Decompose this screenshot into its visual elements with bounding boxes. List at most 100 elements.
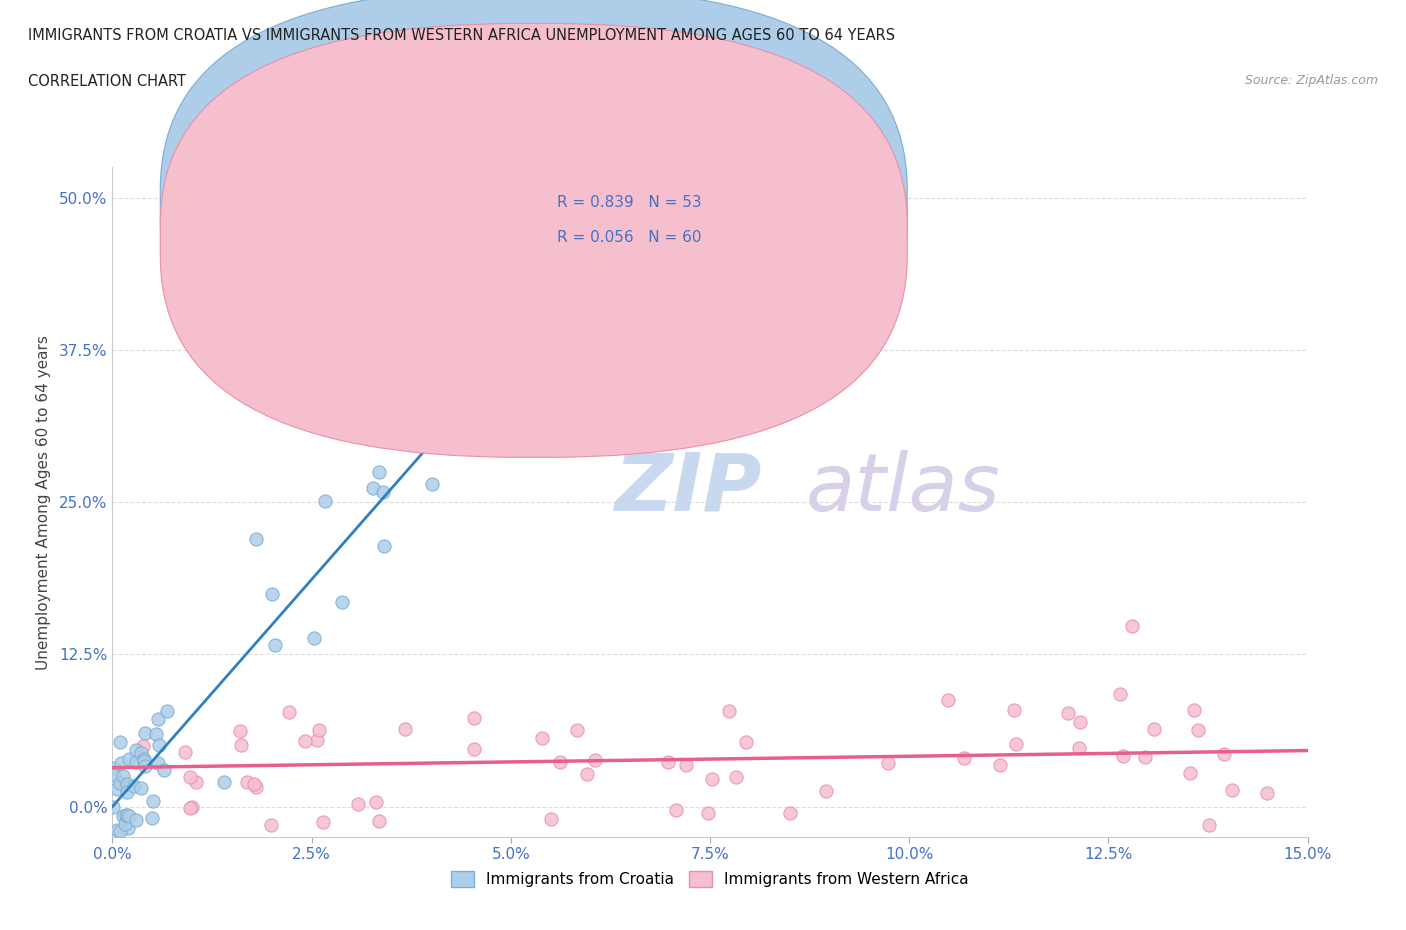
Text: CORRELATION CHART: CORRELATION CHART xyxy=(28,74,186,89)
Point xyxy=(394,722,416,737)
Point xyxy=(347,796,370,811)
Point xyxy=(108,734,131,749)
Point xyxy=(131,746,153,761)
Point xyxy=(125,743,148,758)
Text: ZIP: ZIP xyxy=(614,450,762,528)
Point xyxy=(212,775,235,790)
Point xyxy=(1178,766,1201,781)
Point xyxy=(1108,686,1130,701)
Point xyxy=(675,758,697,773)
Point xyxy=(108,823,131,838)
Point xyxy=(1067,740,1090,755)
Point xyxy=(112,808,135,823)
Point xyxy=(148,737,170,752)
Point xyxy=(700,772,723,787)
Point xyxy=(278,704,301,719)
Point xyxy=(1112,749,1135,764)
Point xyxy=(132,751,155,766)
Point xyxy=(108,776,131,790)
Point xyxy=(1213,747,1236,762)
Point xyxy=(330,594,353,609)
Point xyxy=(105,782,128,797)
Point xyxy=(125,812,148,827)
Point xyxy=(184,774,207,789)
Point xyxy=(312,814,335,829)
Point xyxy=(576,766,599,781)
Point xyxy=(463,711,485,725)
Point xyxy=(1187,723,1209,737)
Point xyxy=(146,755,169,770)
Point xyxy=(953,751,976,765)
Point xyxy=(458,432,481,446)
Point xyxy=(245,531,267,546)
Point xyxy=(401,425,423,440)
Point xyxy=(242,777,264,791)
Point xyxy=(361,481,384,496)
Point xyxy=(181,799,204,814)
Text: R = 0.839   N = 53: R = 0.839 N = 53 xyxy=(557,194,702,210)
Point xyxy=(103,761,125,776)
Point xyxy=(112,769,135,784)
FancyBboxPatch shape xyxy=(160,0,907,422)
Y-axis label: Unemployment Among Ages 60 to 64 years: Unemployment Among Ages 60 to 64 years xyxy=(35,335,51,670)
Point xyxy=(307,733,329,748)
Point xyxy=(1069,714,1091,729)
Point xyxy=(132,739,155,754)
Point xyxy=(118,809,141,824)
Point xyxy=(565,723,588,737)
Point xyxy=(260,586,283,601)
Point xyxy=(131,780,153,795)
Point xyxy=(936,693,959,708)
Point xyxy=(814,783,837,798)
Point xyxy=(236,775,259,790)
Point xyxy=(117,785,139,800)
Point xyxy=(665,803,688,817)
Point xyxy=(717,704,740,719)
Point xyxy=(1184,703,1206,718)
Point xyxy=(156,704,179,719)
Point xyxy=(373,538,395,553)
Point xyxy=(221,312,243,327)
Point xyxy=(141,811,163,826)
Point xyxy=(371,485,394,499)
Point xyxy=(696,805,718,820)
FancyBboxPatch shape xyxy=(160,23,907,458)
Text: Source: ZipAtlas.com: Source: ZipAtlas.com xyxy=(1244,74,1378,87)
Point xyxy=(1002,702,1025,717)
Point xyxy=(148,711,170,726)
FancyBboxPatch shape xyxy=(495,174,800,272)
Point xyxy=(1121,619,1143,634)
Point xyxy=(134,758,156,773)
Point xyxy=(117,821,139,836)
Point xyxy=(540,811,562,826)
Point xyxy=(228,724,250,738)
Point xyxy=(530,731,553,746)
Point xyxy=(153,763,176,777)
Point xyxy=(1256,786,1278,801)
Point xyxy=(1135,750,1157,764)
Point xyxy=(115,808,138,823)
Point xyxy=(548,755,571,770)
Point xyxy=(1143,721,1166,736)
Point xyxy=(110,755,132,770)
Point xyxy=(294,734,316,749)
Point xyxy=(142,794,165,809)
Point xyxy=(115,808,138,823)
Point xyxy=(259,817,281,832)
Point xyxy=(1056,706,1078,721)
Point xyxy=(115,777,138,791)
Legend: Immigrants from Croatia, Immigrants from Western Africa: Immigrants from Croatia, Immigrants from… xyxy=(444,865,976,893)
Point xyxy=(368,814,391,829)
Point xyxy=(134,725,156,740)
Point xyxy=(368,465,391,480)
Point xyxy=(779,805,801,820)
Point xyxy=(179,801,201,816)
Text: atlas: atlas xyxy=(806,450,1001,528)
Point xyxy=(125,755,148,770)
Point xyxy=(103,799,125,814)
Point xyxy=(1198,817,1220,832)
Point xyxy=(1220,782,1243,797)
Point xyxy=(725,769,748,784)
Point xyxy=(420,477,443,492)
Point xyxy=(877,755,900,770)
